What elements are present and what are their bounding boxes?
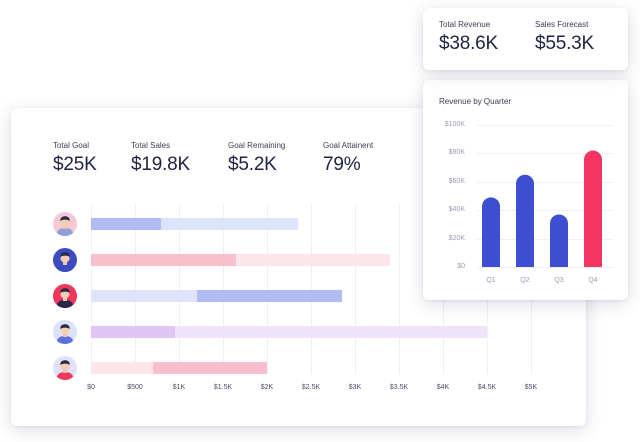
avatar-person-4 bbox=[53, 320, 77, 344]
stat-label: Goal Remaining bbox=[228, 141, 286, 150]
x-tick-label: $3.5K bbox=[389, 384, 409, 391]
stat-label: Total Revenue bbox=[439, 20, 491, 29]
avatar-person-1 bbox=[53, 212, 77, 236]
gridline bbox=[135, 204, 136, 374]
sales-bar bbox=[91, 218, 162, 230]
quarter-bars bbox=[482, 150, 602, 267]
bar-q4 bbox=[584, 150, 602, 267]
sales-bar bbox=[152, 362, 267, 374]
y-tick-label: $20K bbox=[448, 234, 465, 242]
gridline bbox=[179, 204, 180, 374]
x-tick-label: Q2 bbox=[520, 277, 530, 284]
x-tick-label: $2.5K bbox=[301, 384, 321, 391]
y-tick-label: $60K bbox=[448, 177, 465, 185]
gridline bbox=[311, 204, 312, 374]
y-tick-label: $80K bbox=[448, 149, 465, 157]
stat-label: Total Goal bbox=[53, 141, 90, 150]
stat-total-goal: Total Goal $25K bbox=[53, 141, 97, 176]
avatar-person-2 bbox=[53, 248, 77, 272]
stat-goal-remaining: Goal Remaining $5.2K bbox=[228, 141, 285, 176]
x-tick-label: Q3 bbox=[554, 277, 564, 284]
stat-value: 79% bbox=[323, 154, 361, 175]
bar-q3 bbox=[550, 214, 568, 267]
gridline bbox=[223, 204, 224, 374]
x-tick-label: Q1 bbox=[486, 277, 496, 284]
goal-bar bbox=[91, 326, 487, 338]
x-tick-label: $1.5K bbox=[213, 384, 233, 391]
x-tick-label: $0 bbox=[87, 384, 95, 391]
gridline bbox=[477, 125, 613, 126]
bar-q1 bbox=[482, 197, 500, 267]
gridline bbox=[477, 181, 613, 183]
stat-value: $19.8K bbox=[131, 154, 191, 175]
gridline bbox=[477, 267, 613, 268]
x-tick-label: $500 bbox=[127, 384, 143, 391]
stat-label: Sales Forecast bbox=[535, 20, 589, 29]
stat-value: $38.6K bbox=[439, 33, 499, 54]
x-tick-label: $4K bbox=[436, 384, 450, 391]
stat-label: Total Sales bbox=[131, 141, 171, 150]
gridline bbox=[267, 204, 268, 374]
stat-total-revenue: Total Revenue $38.6K bbox=[439, 20, 498, 55]
gridline bbox=[355, 204, 356, 374]
x-tick-label: $3K bbox=[348, 384, 362, 391]
avatar-person-5 bbox=[53, 356, 77, 380]
chart-title: Revenue by Quarter bbox=[439, 97, 512, 106]
stat-value: $55.3K bbox=[535, 33, 595, 54]
gridline bbox=[399, 204, 400, 374]
stat-value: $5.2K bbox=[228, 154, 277, 175]
x-tick-label: $4.5K bbox=[477, 384, 497, 391]
gridline bbox=[477, 210, 613, 212]
gridline bbox=[477, 153, 613, 155]
x-tick-label: Q4 bbox=[588, 277, 598, 284]
avatar-person-3 bbox=[53, 284, 77, 308]
x-tick-label: $2K bbox=[260, 384, 274, 391]
y-tick-label: $40K bbox=[448, 206, 465, 214]
x-tick-label: $5K bbox=[524, 384, 538, 391]
y-tick-label: $100K bbox=[444, 121, 465, 128]
gridline bbox=[91, 204, 92, 374]
stat-sales-forecast: Sales Forecast $55.3K bbox=[535, 20, 594, 55]
revenue-by-quarter-card: Revenue by Quarter $0 $20K $40K $60K $80K $10… bbox=[423, 80, 628, 300]
stat-value: $25K bbox=[53, 154, 97, 175]
sales-bar bbox=[196, 290, 342, 302]
y-tick-label: $0 bbox=[457, 263, 465, 270]
stat-total-sales: Total Sales $19.8K bbox=[131, 141, 190, 176]
sales-bar bbox=[91, 254, 237, 266]
sales-bar bbox=[91, 326, 175, 338]
stat-label: Goal Attainent bbox=[323, 141, 374, 150]
bar-q2 bbox=[516, 174, 534, 267]
x-tick-label: $1K bbox=[172, 384, 186, 391]
gridline bbox=[477, 238, 613, 240]
revenue-kpi-card: Total Revenue $38.6K Sales Forecast $55.… bbox=[423, 8, 628, 70]
stat-goal-attainment: Goal Attainent 79% bbox=[323, 141, 373, 176]
